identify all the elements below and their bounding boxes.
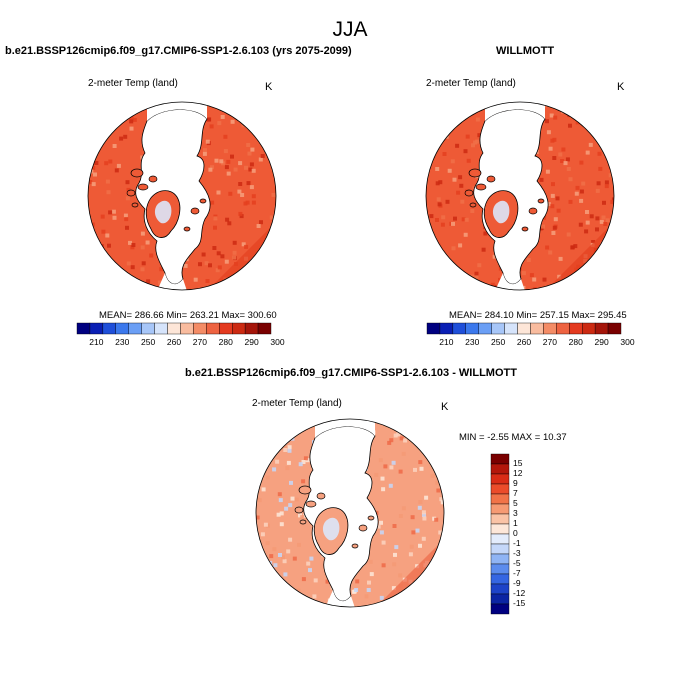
colorbar-obs-swatch	[607, 322, 622, 335]
colorbar-diff-tick-label: -3	[513, 548, 521, 558]
colorbar-model-tick-label: 230	[115, 337, 130, 347]
colorbar-diff-tick-label: -7	[513, 568, 521, 578]
colorbar-diff-swatch	[490, 563, 510, 575]
panel-model-stats: MEAN= 286.66 Min= 263.21 Max= 300.60	[99, 310, 277, 321]
colorbar-model-swatch	[89, 322, 104, 335]
panel-model-title: b.e21.BSSP126cmip6.f09_g17.CMIP6-SSP1-2.…	[5, 45, 352, 57]
colorbar-obs-swatch	[569, 322, 583, 335]
colorbar-obs-swatch	[478, 322, 492, 335]
colorbar-model-swatch	[206, 322, 220, 335]
colorbar-model-swatch	[257, 322, 272, 335]
colorbar-diff-swatch	[490, 503, 510, 515]
panel-obs-stats: MEAN= 284.10 Min= 257.15 Max= 295.45	[449, 310, 627, 321]
colorbar-diff-tick-label: 15	[513, 458, 523, 468]
colorbar-obs-swatch	[439, 322, 454, 335]
panel-diff-title: b.e21.BSSP126cmip6.f09_g17.CMIP6-SSP1-2.…	[185, 367, 517, 379]
colorbar-diff-swatch	[490, 573, 510, 585]
page-title: JJA	[332, 18, 368, 41]
panel-diff-variable: 2-meter Temp (land)	[252, 398, 342, 409]
map-obs-boundary	[425, 101, 615, 291]
colorbar-model-tick-label: 290	[244, 337, 259, 347]
colorbar-diff-swatch	[490, 543, 510, 555]
colorbar-diff-tick-label: 3	[513, 508, 518, 518]
colorbar-diff-swatch	[490, 533, 510, 545]
colorbar-obs-tick-label: 280	[568, 337, 583, 347]
map-model-boundary	[87, 101, 277, 291]
colorbar-obs-tick-label: 230	[465, 337, 480, 347]
colorbar-model-tick-label: 250	[141, 337, 156, 347]
colorbar-obs	[426, 322, 622, 335]
colorbar-model-tick-label: 270	[192, 337, 207, 347]
colorbar-diff-swatch	[490, 583, 510, 595]
colorbar-diff-swatch	[490, 513, 510, 525]
colorbar-model-swatch	[193, 322, 207, 335]
colorbar-model-swatch	[115, 322, 129, 335]
colorbar-diff-tick-label: -1	[513, 538, 521, 548]
colorbar-diff-tick-label: 9	[513, 478, 518, 488]
colorbar-model-tick-label: 260	[166, 337, 182, 347]
colorbar-model-tick-label: 300	[270, 337, 285, 347]
panel-obs-title: WILLMOTT	[496, 45, 555, 57]
colorbar-obs-swatch	[594, 322, 609, 335]
map-obs-polar	[425, 101, 615, 291]
colorbar-obs-swatch	[556, 322, 570, 335]
colorbar-diff-swatch	[490, 453, 510, 465]
colorbar-obs-swatch	[530, 322, 544, 335]
panel-obs-units: K	[617, 81, 625, 93]
colorbar-obs-swatch	[426, 322, 441, 335]
colorbar-diff-swatch	[490, 493, 510, 505]
colorbar-diff-tick-label: 0	[513, 528, 518, 538]
colorbar-model-swatch	[76, 322, 91, 335]
colorbar-diff-tick-label: -15	[513, 598, 526, 608]
panel-model-units: K	[265, 81, 273, 93]
panel-diff-stats: MIN = -2.55 MAX = 10.37	[459, 432, 567, 443]
colorbar-diff-tick-label: -5	[513, 558, 521, 568]
colorbar-obs-swatch	[517, 322, 531, 335]
colorbar-model-swatch	[102, 322, 117, 335]
colorbar-diff-swatch	[490, 603, 510, 615]
colorbar-obs-swatch	[504, 322, 518, 335]
colorbar-obs-swatch	[491, 322, 505, 335]
colorbar-obs-tick-label: 290	[594, 337, 609, 347]
panel-diff-units: K	[441, 401, 449, 413]
panel-model-variable: 2-meter Temp (land)	[88, 78, 178, 89]
colorbar-obs-swatch	[581, 322, 596, 335]
colorbar-diff-tick-label: 12	[513, 468, 523, 478]
colorbar-diff-swatch	[490, 593, 510, 605]
colorbar-obs-tick-label: 250	[491, 337, 506, 347]
colorbar-obs-swatch	[465, 322, 479, 335]
map-diff-boundary	[255, 418, 445, 608]
colorbar-model-swatch	[180, 322, 194, 335]
colorbar-obs-tick-label: 260	[516, 337, 532, 347]
colorbar-obs-swatch	[452, 322, 467, 335]
colorbar-diff-swatch	[490, 463, 510, 475]
colorbar-model-swatch	[244, 322, 259, 335]
colorbar-diff	[490, 453, 510, 615]
colorbar-diff-tick-label: 5	[513, 498, 518, 508]
colorbar-model-tick-label: 280	[218, 337, 233, 347]
colorbar-diff-swatch	[490, 553, 510, 565]
colorbar-model-swatch	[154, 322, 168, 335]
colorbar-diff-tick-label: 7	[513, 488, 518, 498]
colorbar-diff-swatch	[490, 523, 510, 535]
colorbar-diff-tick-label: 1	[513, 518, 518, 528]
colorbar-obs-tick-label: 270	[542, 337, 557, 347]
colorbar-diff-tick-label: -9	[513, 578, 521, 588]
colorbar-model	[76, 322, 272, 335]
map-diff-polar	[255, 418, 445, 608]
colorbar-model-swatch	[219, 322, 233, 335]
colorbar-model-swatch	[167, 322, 181, 335]
panel-obs-variable: 2-meter Temp (land)	[426, 78, 516, 89]
colorbar-diff-swatch	[490, 473, 510, 485]
colorbar-obs-swatch	[543, 322, 557, 335]
colorbar-model-tick-label: 210	[89, 337, 104, 347]
colorbar-obs-tick-label: 210	[439, 337, 454, 347]
colorbar-model-swatch	[128, 322, 142, 335]
colorbar-diff-tick-label: -12	[513, 588, 526, 598]
map-model-polar	[87, 101, 277, 291]
colorbar-obs-tick-label: 300	[620, 337, 635, 347]
colorbar-diff-swatch	[490, 483, 510, 495]
colorbar-model-swatch	[231, 322, 246, 335]
colorbar-model-swatch	[141, 322, 155, 335]
